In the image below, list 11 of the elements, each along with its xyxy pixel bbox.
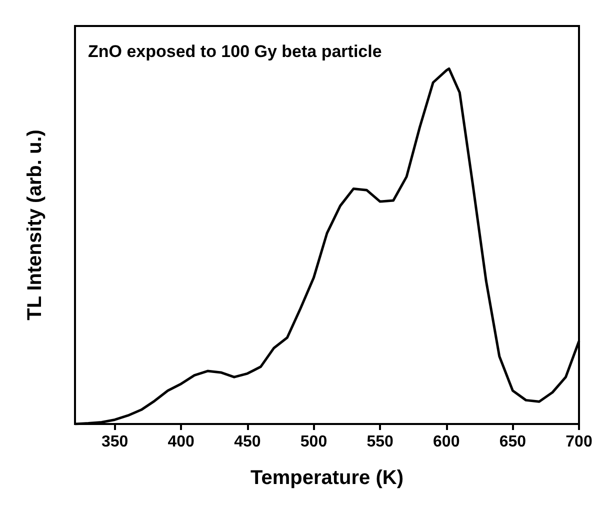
- x-tick-label: 550: [366, 434, 394, 450]
- x-tick-label: 500: [300, 434, 328, 450]
- chart-title: ZnO exposed to 100 Gy beta particle: [88, 42, 382, 61]
- x-tick-label: 400: [168, 434, 195, 450]
- x-tick-label: 450: [234, 434, 261, 450]
- x-axis-title: Temperature (K): [250, 467, 404, 489]
- x-tick-label: 600: [433, 434, 460, 450]
- x-tick-label: 350: [101, 434, 128, 450]
- x-tick-label: 650: [499, 434, 526, 450]
- x-tick-label: 700: [566, 434, 592, 450]
- y-axis-title: TL Intensity (arb. u.): [24, 130, 46, 320]
